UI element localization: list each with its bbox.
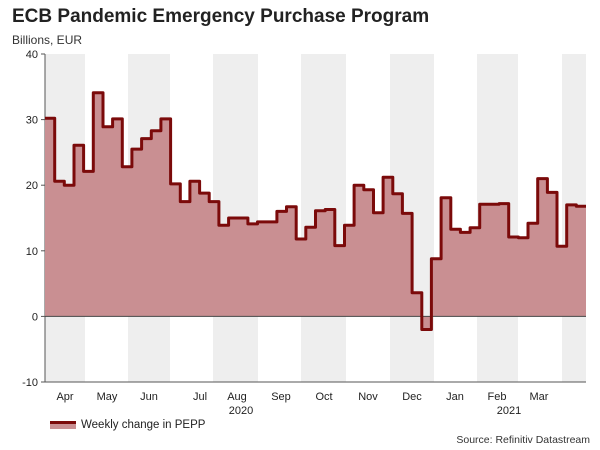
legend: Weekly change in PEPP <box>50 419 205 431</box>
x-tick-label-jan: Jan <box>446 391 464 403</box>
series-line-weekly-change-pepp <box>45 91 586 331</box>
x-tick-label-apr: Apr <box>56 391 73 403</box>
x-tick-label-aug: Aug <box>227 391 247 403</box>
x-tick-label-jun: Jun <box>140 391 158 403</box>
x-tick-label-feb: Feb <box>488 391 507 403</box>
x-year-label-2020: 2020 <box>229 405 253 417</box>
legend-swatch <box>50 421 76 429</box>
source-note: Source: Refinitiv Datastream <box>456 434 590 446</box>
y-tick-label-30: 30 <box>26 115 38 127</box>
x-tick-label-mar: Mar <box>530 391 549 403</box>
chart-subtitle: Billions, EUR <box>12 33 83 47</box>
x-year-label-2021: 2021 <box>497 405 521 417</box>
x-tick-label-nov: Nov <box>358 391 378 403</box>
x-tick-label-oct: Oct <box>315 391 332 403</box>
x-tick-label-may: May <box>97 391 118 403</box>
y-tick-label-20: 20 <box>26 180 38 192</box>
y-tick-label-0: 0 <box>32 311 38 323</box>
x-tick-label-sep: Sep <box>271 391 291 403</box>
chart-title: ECB Pandemic Emergency Purchase Program <box>12 6 430 27</box>
x-tick-label-dec: Dec <box>402 391 422 403</box>
x-tick-label-jul: Jul <box>193 391 207 403</box>
y-tick-label--10: -10 <box>22 377 38 389</box>
y-tick-label-40: 40 <box>26 49 38 61</box>
y-tick-label-10: 10 <box>26 246 38 258</box>
legend-label: Weekly change in PEPP <box>81 419 206 431</box>
